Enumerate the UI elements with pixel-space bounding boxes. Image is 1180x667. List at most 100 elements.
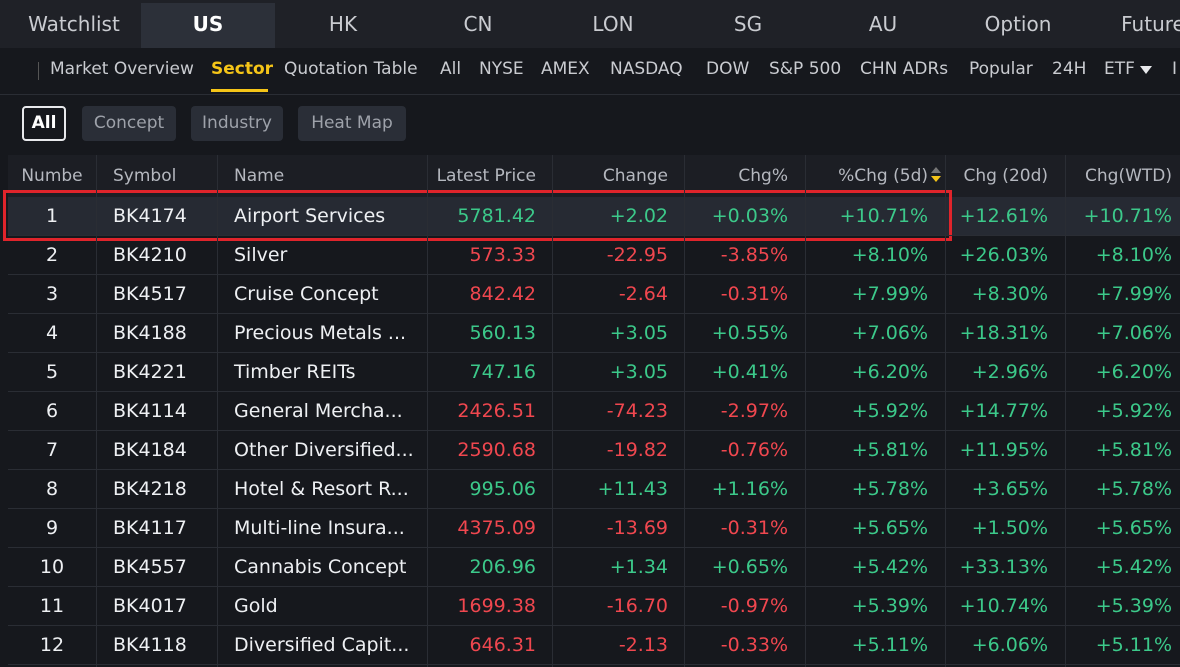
- sub-tab[interactable]: AMEX: [541, 59, 590, 79]
- top-tab[interactable]: AU: [868, 12, 898, 36]
- table-cell[interactable]: 4: [45, 322, 59, 344]
- sub-tab[interactable]: Quotation Table: [284, 59, 418, 79]
- filter-button[interactable]: Industry: [191, 106, 283, 141]
- table-cell: +5.42%: [851, 556, 928, 578]
- sub-tab[interactable]: NYSE: [479, 59, 524, 79]
- column-header[interactable]: %Chg (5d): [838, 166, 928, 186]
- top-tab[interactable]: Watchlist: [28, 12, 120, 36]
- column-header[interactable]: Chg (20d): [963, 166, 1048, 186]
- table-cell: +3.65%: [971, 478, 1048, 500]
- filter-button[interactable]: Heat Map: [298, 106, 406, 141]
- sub-tab[interactable]: Sector: [211, 59, 274, 79]
- table-cell: +8.30%: [971, 283, 1048, 305]
- table-cell[interactable]: Multi-line Insura...: [234, 517, 405, 539]
- table-cell[interactable]: BK4174: [113, 205, 187, 227]
- table-cell[interactable]: 9: [45, 517, 59, 539]
- sub-tab[interactable]: 24H: [1052, 59, 1087, 79]
- table-cell[interactable]: 3: [45, 283, 59, 305]
- table-cell: -0.31%: [720, 283, 788, 305]
- sub-tab[interactable]: Popular: [969, 59, 1033, 79]
- table-cell[interactable]: Cannabis Concept: [234, 556, 407, 578]
- table-cell: +0.03%: [711, 205, 788, 227]
- table-cell: +5.65%: [851, 517, 928, 539]
- table-cell: +7.06%: [851, 322, 928, 344]
- table-cell[interactable]: Precious Metals ...: [234, 322, 407, 344]
- table-cell[interactable]: BK4118: [113, 634, 187, 656]
- table-cell: -2.97%: [720, 400, 788, 422]
- table-cell[interactable]: 10: [39, 556, 65, 578]
- table-cell: +3.05: [609, 322, 668, 344]
- row-divider: [8, 235, 1180, 236]
- table-cell[interactable]: BK4517: [113, 283, 187, 305]
- column-header[interactable]: Latest Price: [436, 166, 536, 186]
- column-header[interactable]: Change: [602, 166, 668, 186]
- table-cell[interactable]: BK4184: [113, 439, 187, 461]
- table-cell: +33.13%: [959, 556, 1048, 578]
- sub-tab[interactable]: Market Overview: [50, 59, 194, 79]
- sub-tab[interactable]: CHN ADRs: [860, 59, 949, 79]
- table-cell[interactable]: General Mercha...: [234, 400, 403, 422]
- table-cell[interactable]: 12: [39, 634, 65, 656]
- row-divider: [8, 664, 1180, 665]
- row-divider: [8, 625, 1180, 626]
- table-cell[interactable]: Silver: [234, 244, 288, 266]
- row-divider: [8, 391, 1180, 392]
- table-cell[interactable]: BK4210: [113, 244, 187, 266]
- separator: [38, 62, 39, 80]
- table-cell: +10.71%: [839, 205, 928, 227]
- table-cell[interactable]: BK4017: [113, 595, 187, 617]
- column-header[interactable]: Chg(WTD): [1085, 166, 1172, 186]
- top-tab[interactable]: SG: [733, 12, 763, 36]
- table-cell: 560.13: [469, 322, 536, 344]
- sub-tab[interactable]: ETF: [1104, 59, 1135, 79]
- table-cell: +1.34: [609, 556, 668, 578]
- table-cell: -2.64: [618, 283, 668, 305]
- table-cell: +5.78%: [851, 478, 928, 500]
- sub-tab[interactable]: NASDAQ: [610, 59, 683, 79]
- table-cell: -16.70: [606, 595, 668, 617]
- table-cell[interactable]: Airport Services: [234, 205, 386, 227]
- sub-bar: [0, 48, 1180, 95]
- table-cell[interactable]: BK4188: [113, 322, 187, 344]
- sub-tab[interactable]: All: [440, 59, 462, 79]
- table-cell[interactable]: BK4221: [113, 361, 187, 383]
- table-cell: +7.99%: [1095, 283, 1172, 305]
- table-cell[interactable]: 5: [45, 361, 59, 383]
- top-tab[interactable]: Future: [1121, 12, 1180, 36]
- table-cell[interactable]: Hotel & Resort R...: [234, 478, 409, 500]
- table-cell[interactable]: BK4114: [113, 400, 187, 422]
- top-tab[interactable]: HK: [328, 12, 358, 36]
- table-cell[interactable]: 7: [45, 439, 59, 461]
- table-cell[interactable]: 1: [45, 205, 59, 227]
- table-cell[interactable]: Timber REITs: [234, 361, 356, 383]
- table-cell[interactable]: BK4557: [113, 556, 187, 578]
- filter-button[interactable]: Concept: [82, 106, 176, 141]
- top-tab[interactable]: CN: [463, 12, 493, 36]
- table-cell[interactable]: Diversified Capit...: [234, 634, 410, 656]
- table-cell: +2.02: [609, 205, 668, 227]
- table-cell: +11.95%: [959, 439, 1048, 461]
- table-cell[interactable]: BK4218: [113, 478, 187, 500]
- table-cell[interactable]: Gold: [234, 595, 278, 617]
- table-cell: +5.92%: [851, 400, 928, 422]
- column-header: Name: [234, 166, 285, 186]
- table-cell: 5781.42: [457, 205, 536, 227]
- table-cell[interactable]: BK4117: [113, 517, 187, 539]
- top-tab[interactable]: US: [192, 12, 224, 36]
- table-cell[interactable]: 8: [45, 478, 59, 500]
- column-header[interactable]: Chg%: [738, 166, 788, 186]
- table-cell[interactable]: 6: [45, 400, 59, 422]
- table-cell: +6.20%: [851, 361, 928, 383]
- table-cell[interactable]: 11: [39, 595, 65, 617]
- table-cell[interactable]: Other Diversified...: [234, 439, 414, 461]
- sub-tab[interactable]: DOW: [706, 59, 750, 79]
- sub-tab[interactable]: I: [1172, 59, 1178, 79]
- filter-button[interactable]: All: [22, 106, 66, 141]
- table-cell[interactable]: Cruise Concept: [234, 283, 379, 305]
- table-cell[interactable]: 2: [45, 244, 59, 266]
- row-divider: [8, 274, 1180, 275]
- sub-tab[interactable]: S&P 500: [769, 59, 842, 79]
- top-tab[interactable]: Option: [984, 12, 1052, 36]
- top-tab[interactable]: LON: [592, 12, 634, 36]
- column-divider: [684, 155, 685, 667]
